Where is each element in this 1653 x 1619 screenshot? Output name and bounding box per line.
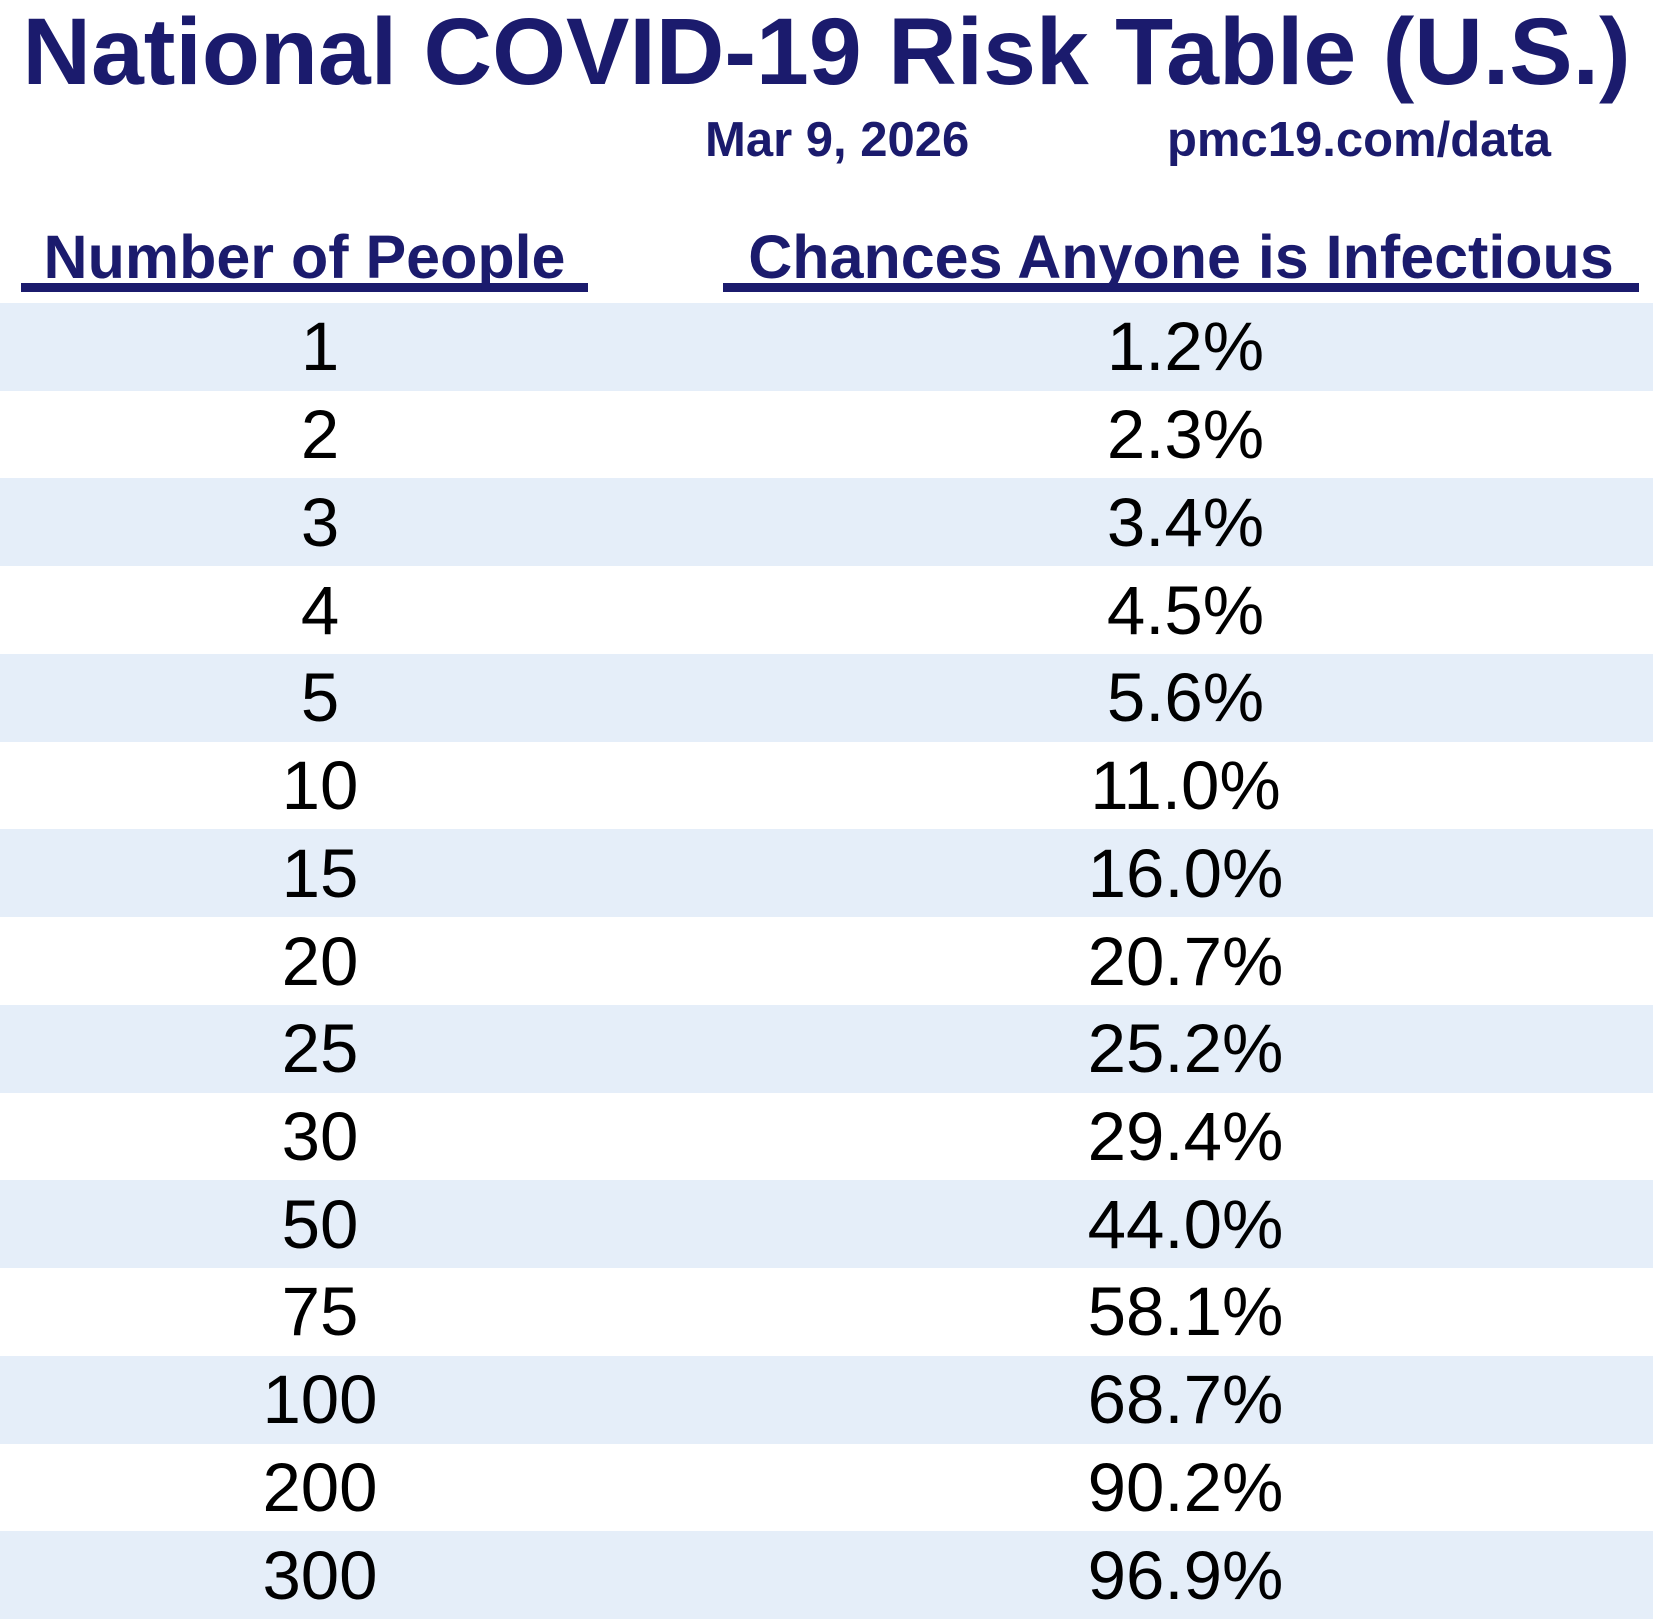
table-row: 100 68.7%: [0, 1355, 1653, 1444]
table-row: 3 3.4%: [0, 478, 1653, 567]
chance-cell: 25.2%: [1087, 1010, 1284, 1088]
page-title: National COVID-19 Risk Table (U.S.): [22, 0, 1631, 105]
people-cell: 25: [281, 1010, 359, 1088]
table-row: 10 11.0%: [0, 742, 1653, 830]
table-row: 2 2.3%: [0, 391, 1653, 479]
table-row: 4 4.5%: [0, 566, 1653, 654]
column-header-chances-infectious: Chances Anyone is Infectious: [723, 222, 1639, 292]
chance-cell: 1.2%: [1106, 308, 1265, 386]
date-label: Mar 9, 2026: [705, 113, 970, 167]
people-cell: 10: [281, 747, 359, 825]
column-header-number-of-people: Number of People: [21, 222, 588, 292]
people-cell: 15: [281, 834, 359, 912]
table-row: 75 58.1%: [0, 1268, 1653, 1356]
people-cell: 100: [262, 1361, 378, 1439]
chance-cell: 16.0%: [1087, 834, 1284, 912]
people-cell: 4: [300, 571, 340, 649]
people-cell: 50: [281, 1185, 359, 1263]
chance-cell: 3.4%: [1106, 483, 1265, 561]
chance-cell: 58.1%: [1087, 1273, 1284, 1351]
people-cell: 200: [262, 1448, 378, 1526]
chance-cell: 2.3%: [1106, 396, 1265, 474]
table-row: 5 5.6%: [0, 653, 1653, 742]
people-cell: 75: [281, 1273, 359, 1351]
source-url-label: pmc19.com/data: [1167, 113, 1551, 167]
chance-cell: 96.9%: [1087, 1536, 1284, 1614]
table-row: 300 96.9%: [0, 1531, 1653, 1619]
table-row: 20 20.7%: [0, 917, 1653, 1005]
chance-cell: 11.0%: [1090, 747, 1281, 825]
table-body: 1 1.2% 2 2.3% 3 3.4% 4 4.5% 5 5.6% 10 11.0% 15 16.0% 2…: [0, 303, 1653, 1619]
people-cell: 30: [281, 1097, 359, 1175]
chance-cell: 20.7%: [1087, 922, 1284, 1000]
chance-cell: 68.7%: [1087, 1361, 1284, 1439]
table-row: 50 44.0%: [0, 1180, 1653, 1269]
people-cell: 3: [300, 483, 340, 561]
people-cell: 20: [281, 922, 359, 1000]
table-row: 25 25.2%: [0, 1004, 1653, 1093]
people-cell: 5: [300, 659, 340, 737]
chance-cell: 29.4%: [1087, 1097, 1284, 1175]
chance-cell: 5.6%: [1106, 659, 1265, 737]
table-row: 15 16.0%: [0, 829, 1653, 918]
people-cell: 2: [300, 396, 340, 474]
table-row: 200 90.2%: [0, 1444, 1653, 1532]
chance-cell: 44.0%: [1087, 1185, 1284, 1263]
table-row: 30 29.4%: [0, 1093, 1653, 1181]
chance-cell: 90.2%: [1087, 1448, 1284, 1526]
people-cell: 1: [300, 308, 340, 386]
chance-cell: 4.5%: [1106, 571, 1265, 649]
people-cell: 300: [262, 1536, 378, 1614]
table-row: 1 1.2%: [0, 303, 1653, 391]
